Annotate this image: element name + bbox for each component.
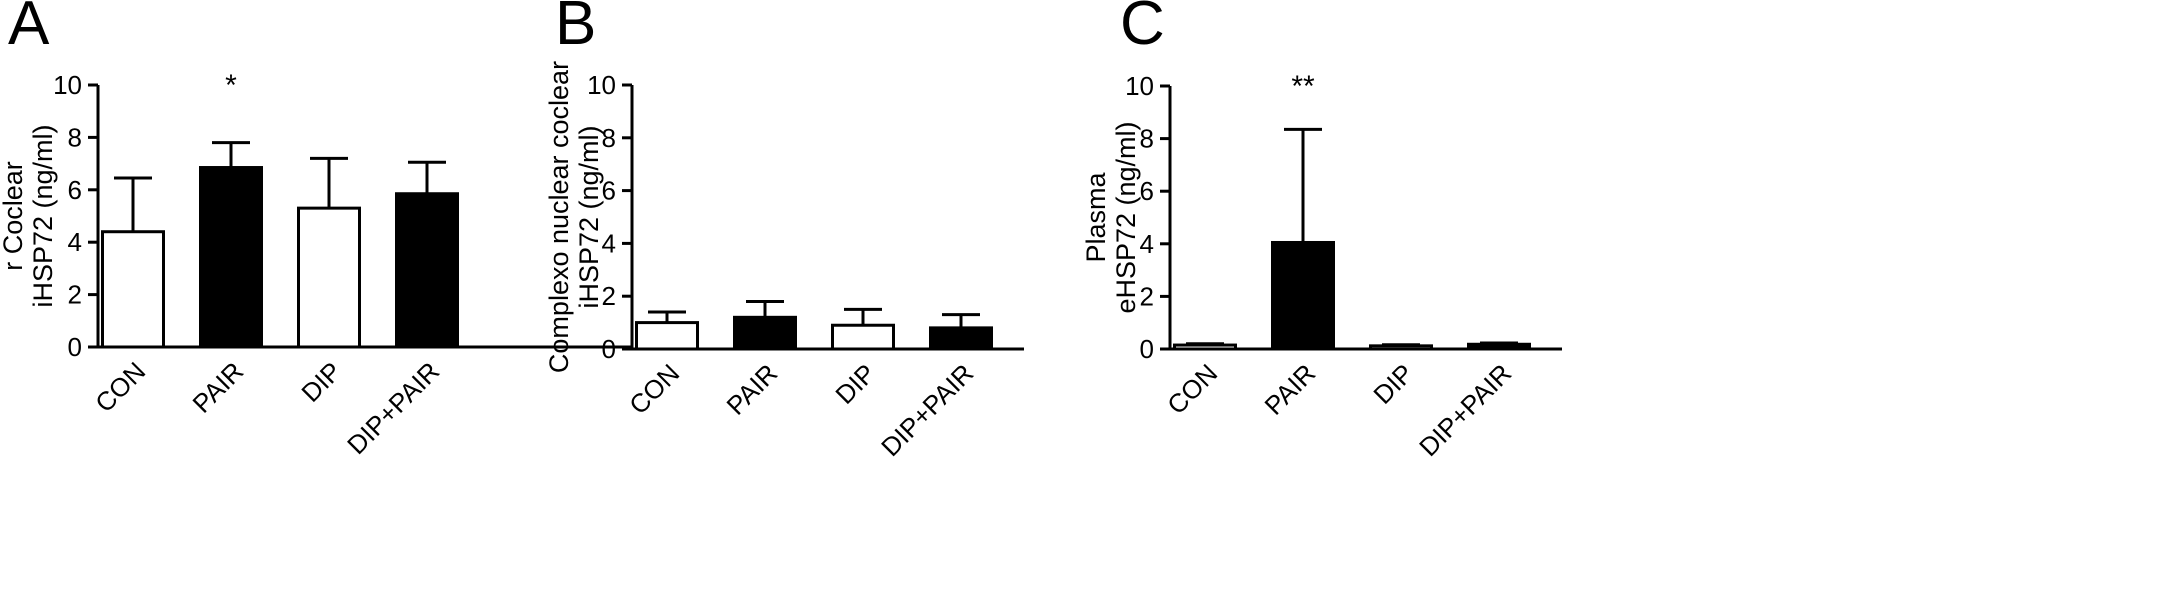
category-label: DIP [829,358,881,410]
y-axis-label: eHSP72 (ng/ml) [1111,121,1141,313]
bar-con [101,230,165,349]
y-tick-label: 6 [1140,176,1154,206]
y-tick-label: 4 [68,227,82,257]
y-tick-label: 2 [602,281,616,311]
bar-pair [1271,240,1335,351]
category-label: DIP+PAIR [875,358,979,462]
bar-dip [831,323,895,351]
y-tick-label: 4 [1140,229,1154,259]
y-axis-label: Plasma [1081,172,1111,263]
bar-dip [1369,344,1433,351]
bar-dip-plus-pair [929,326,993,351]
y-tick-label: 10 [1125,71,1154,101]
category-label: PAIR [1258,358,1321,421]
bar-con [1173,343,1237,351]
bar-pair [733,315,797,351]
bar-dip [297,206,361,349]
panel-letter-c: C [1120,0,1165,58]
y-tick-label: 2 [68,280,82,310]
y-axis-label: Complexo nuclear coclear [544,61,574,373]
significance-marker: ** [1291,70,1315,103]
y-tick-label: 0 [68,332,82,362]
bar-dip-plus-pair [1467,342,1531,351]
panel-b: B 0 2 4 6 8 10 Complexo nuclear coclear iHSP72 … [544,0,1024,462]
y-tick-label: 8 [602,123,616,153]
category-label: DIP+PAIR [341,356,445,460]
category-label: DIP [1367,358,1419,410]
y-axis-label: iHSP72 (ng/ml) [28,124,58,307]
category-label: CON [623,358,685,420]
y-tick-label: 6 [602,176,616,206]
category-label: PAIR [720,358,783,421]
category-label: CON [89,356,151,418]
category-label: DIP [295,356,347,408]
y-tick-label: 10 [587,70,616,100]
category-label: DIP+PAIR [1413,358,1517,462]
y-tick-label: 4 [602,228,616,258]
y-tick-label: 0 [1140,334,1154,364]
category-label: PAIR [186,356,249,419]
y-tick-label: 2 [1140,281,1154,311]
panel-c: C 0 2 4 6 8 10 Plasma eHSP72 (ng/ml) CON ** PAIR DI… [1081,0,1562,462]
y-axis-label: r Coclear [0,161,28,271]
bar-pair [199,166,263,349]
y-tick-label: 0 [602,334,616,364]
y-axis-label: iHSP72 (ng/ml) [574,125,604,308]
y-tick-label: 8 [1140,124,1154,154]
y-tick-label: 6 [68,175,82,205]
category-label: CON [1161,358,1223,420]
bar-con [635,321,699,351]
panel-letter-b: B [555,0,596,58]
bar-dip-plus-pair [395,192,459,349]
y-tick-label: 8 [68,122,82,152]
significance-marker: * [225,69,237,102]
y-tick-label: 10 [53,70,82,100]
panel-letter-a: A [8,0,50,58]
